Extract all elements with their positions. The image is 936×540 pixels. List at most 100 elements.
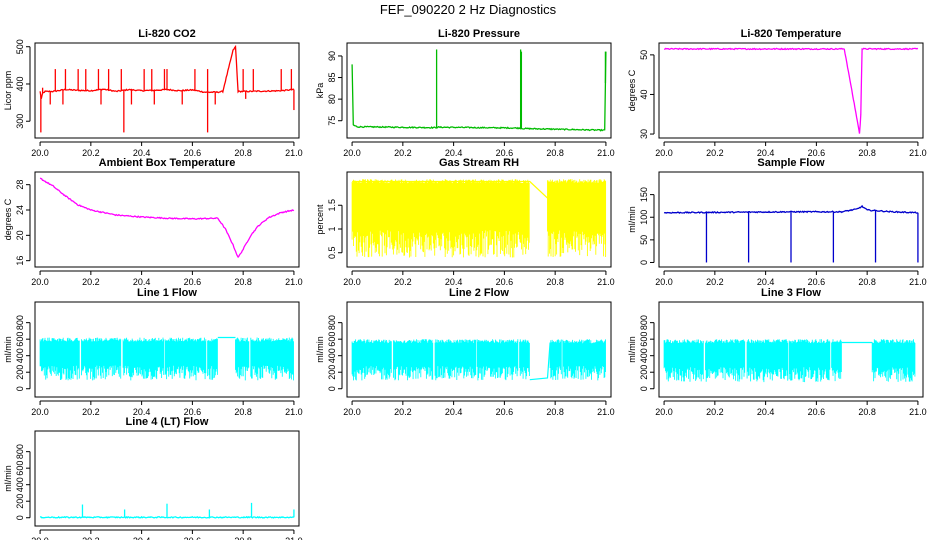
series-line (39, 177, 295, 259)
x-tick-label: 20.2 (706, 277, 724, 287)
chart-panel-abox: Ambient Box Temperature degrees C 20.0 20.2… (3, 157, 303, 287)
chart-panel-l2: Line 2 Flow ml/min 20.0 20.2 20.4 20.6 20.8 21.… (315, 287, 615, 417)
x-tick-label: 20.0 (655, 148, 673, 158)
x-tick-label: 20.6 (496, 407, 514, 417)
x-tick-label: 20.2 (706, 407, 724, 417)
x-tick-label: 20.4 (757, 148, 775, 158)
x-tick-label: 20.4 (133, 536, 151, 540)
x-tick-label: 20.4 (757, 277, 775, 287)
y-tick-label: 50 (639, 50, 649, 60)
y-tick-label: 200 (15, 365, 25, 380)
chart-title: Ambient Box Temperature (99, 157, 236, 169)
x-tick-label: 21.0 (285, 536, 303, 540)
chart-panel-l1: Line 1 Flow ml/min 20.0 20.2 20.4 20.6 20.8 21.… (3, 287, 303, 417)
plot-frame (34, 42, 300, 139)
y-tick-label: 600 (15, 461, 25, 476)
y-tick-label: 24 (15, 205, 25, 215)
x-tick-label: 20.0 (343, 148, 361, 158)
series-band (393, 339, 434, 381)
x-tick-label: 20.2 (394, 277, 412, 287)
y-tick-label: 100 (639, 210, 649, 225)
x-tick-label: 20.2 (82, 407, 100, 417)
chart-title: Li-820 Pressure (438, 28, 520, 40)
plot-frame (346, 42, 612, 139)
x-tick-label: 20.8 (858, 277, 876, 287)
y-tick-label: 0 (15, 515, 25, 520)
x-tick-label: 20.4 (445, 407, 463, 417)
x-tick-label: 20.6 (184, 536, 202, 540)
plot-frame (658, 301, 924, 398)
y-tick-label: 800 (15, 444, 25, 459)
x-tick-label: 20.0 (655, 277, 673, 287)
series-band (547, 179, 607, 257)
plot-frame (34, 430, 300, 527)
y-tick-label: 28 (15, 180, 25, 190)
x-tick-label: 20.6 (808, 407, 826, 417)
chart-panel-co2: Li-820 CO2 Licor ppm 20.0 20.2 20.4 20.6 20.8 2… (3, 28, 303, 158)
series-line (664, 47, 919, 134)
y-tick-label: 400 (639, 348, 649, 363)
y-axis-label: Licor ppm (3, 71, 13, 111)
x-tick-label: 20.0 (31, 407, 49, 417)
y-tick-label: 600 (15, 332, 25, 347)
chart-title: Li-820 CO2 (138, 28, 195, 40)
x-tick-label: 20.8 (858, 407, 876, 417)
y-tick-label: 150 (639, 187, 649, 202)
chart-title: Line 4 (LT) Flow (126, 416, 209, 428)
plot-area (663, 204, 919, 263)
y-tick-label: 400 (15, 477, 25, 492)
x-tick-label: 20.6 (808, 277, 826, 287)
x-tick-label: 20.8 (234, 277, 252, 287)
x-tick-label: 20.8 (546, 407, 564, 417)
y-axis-label: percent (315, 204, 325, 235)
y-tick-label: 16 (15, 256, 25, 266)
y-tick-label: 0.5 (327, 246, 337, 259)
y-tick-label: 40 (639, 89, 649, 99)
series-line (663, 204, 919, 214)
series-band (250, 337, 294, 381)
x-tick-label: 20.6 (184, 407, 202, 417)
plot-frame (346, 301, 612, 398)
y-tick-label: 85 (327, 73, 337, 83)
chart-panel-ltemp: Li-820 Temperature degrees C 20.0 20.2 20.4 2… (627, 28, 927, 158)
x-tick-label: 20.2 (82, 277, 100, 287)
x-tick-label: 20.2 (82, 536, 100, 540)
plot-frame (658, 171, 924, 268)
series-band (519, 339, 530, 380)
plot-area (351, 179, 607, 258)
y-tick-label: 90 (327, 51, 337, 61)
y-axis-label: ml/min (3, 465, 13, 492)
chart-title: Line 2 Flow (449, 287, 509, 299)
x-tick-label: 21.0 (909, 148, 927, 158)
y-tick-label: 600 (639, 332, 649, 347)
chart-title: Li-820 Temperature (741, 28, 842, 40)
x-tick-label: 20.2 (706, 148, 724, 158)
x-tick-label: 20.4 (133, 407, 151, 417)
series-band (562, 339, 606, 381)
y-tick-label: 1 (327, 226, 337, 231)
series-band (434, 339, 477, 381)
plot-frame (346, 171, 612, 268)
chart-title: Line 1 Flow (137, 287, 197, 299)
chart-panel-l4: Line 4 (LT) Flow ml/min 20.0 20.2 20.4 20.6 20… (3, 416, 303, 540)
y-tick-label: 20 (15, 230, 25, 240)
y-tick-label: 1.5 (327, 199, 337, 212)
x-tick-label: 20.4 (445, 148, 463, 158)
chart-panel-l3: Line 3 Flow ml/min 20.0 20.2 20.4 20.6 20.8 21.… (627, 287, 927, 417)
series-band (39, 337, 80, 381)
chart-title: Line 3 Flow (761, 287, 821, 299)
x-tick-label: 21.0 (285, 407, 303, 417)
series-band (788, 339, 831, 383)
x-tick-label: 21.0 (285, 148, 303, 158)
plot-area (664, 47, 919, 134)
y-tick-label: 200 (327, 365, 337, 380)
x-tick-label: 20.6 (184, 277, 202, 287)
x-tick-label: 20.8 (546, 277, 564, 287)
x-tick-label: 21.0 (597, 407, 615, 417)
series-line (352, 180, 607, 199)
page-title: FEF_090220 2 Hz Diagnostics (379, 2, 557, 17)
x-tick-label: 20.6 (808, 148, 826, 158)
y-tick-label: 400 (15, 348, 25, 363)
y-axis-label: degrees C (627, 69, 637, 111)
